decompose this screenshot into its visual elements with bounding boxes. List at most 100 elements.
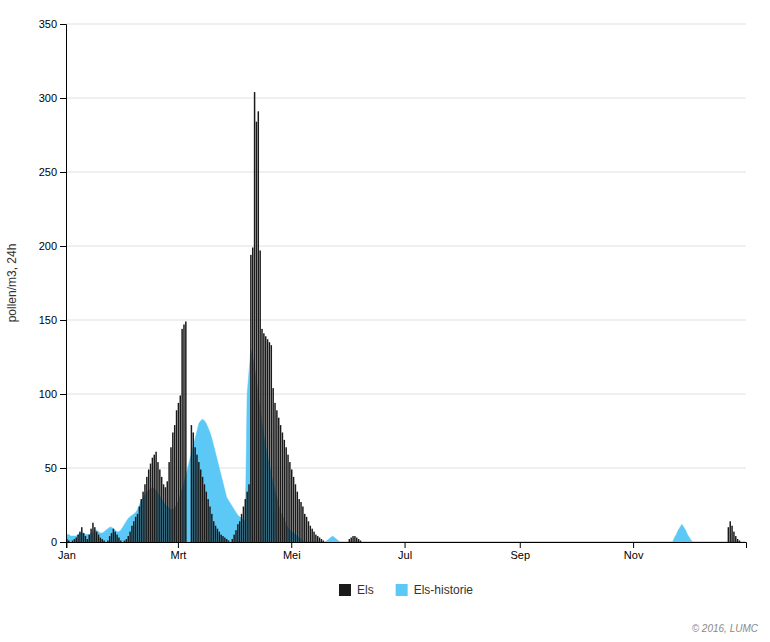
- bar: [376, 542, 377, 543]
- bar: [631, 542, 632, 543]
- bar: [650, 542, 651, 543]
- bar: [337, 542, 338, 543]
- bar: [466, 542, 467, 543]
- tick: Jan: [58, 542, 76, 561]
- bar: [319, 538, 320, 542]
- bar: [375, 542, 376, 543]
- tick-mark: [60, 542, 66, 543]
- bar: [542, 542, 543, 543]
- bar: [165, 487, 166, 542]
- bar: [503, 542, 504, 543]
- tick-label: 350: [39, 18, 57, 30]
- bar: [306, 517, 307, 542]
- tick-label: 200: [39, 240, 57, 252]
- bar: [161, 477, 162, 542]
- bar: [167, 481, 168, 542]
- bar: [412, 542, 413, 543]
- bar: [432, 542, 433, 543]
- tick-label: 100: [39, 388, 57, 400]
- chart: 050100150200250300350JanMrtMeiJulSepNovp…: [0, 0, 770, 642]
- bar: [518, 542, 519, 543]
- bar: [421, 542, 422, 543]
- bar: [347, 542, 348, 543]
- bar: [529, 542, 530, 543]
- bar: [193, 432, 194, 542]
- bar: [646, 542, 647, 543]
- bar: [534, 542, 535, 543]
- bar: [618, 542, 619, 543]
- bar: [655, 542, 656, 543]
- bar: [715, 542, 716, 543]
- bar: [629, 542, 630, 543]
- bar: [88, 535, 89, 542]
- bar: [709, 542, 710, 543]
- bar: [525, 542, 526, 543]
- bar: [321, 539, 322, 542]
- bar: [87, 539, 88, 542]
- bar: [508, 542, 509, 543]
- bar: [287, 455, 288, 542]
- bar: [207, 499, 208, 542]
- bar: [620, 542, 621, 543]
- bar: [356, 538, 357, 542]
- bar: [185, 321, 186, 542]
- bar: [285, 447, 286, 542]
- bar: [520, 542, 521, 543]
- tick-mark: [60, 98, 66, 99]
- bar: [397, 542, 398, 543]
- tick: 100: [39, 388, 66, 400]
- bar: [661, 542, 662, 543]
- bar: [733, 532, 734, 542]
- tick-mark: [633, 542, 634, 548]
- bar: [707, 542, 708, 543]
- bar: [334, 542, 335, 543]
- bar: [217, 529, 218, 542]
- bar: [404, 542, 405, 543]
- bar: [438, 542, 439, 543]
- bar: [79, 532, 80, 542]
- bar: [209, 506, 210, 542]
- bar: [471, 542, 472, 543]
- bar: [479, 542, 480, 543]
- bar: [74, 539, 75, 542]
- bar: [183, 324, 184, 542]
- bar: [683, 542, 684, 543]
- bar: [226, 539, 227, 542]
- bar: [399, 542, 400, 543]
- axis-line: [67, 543, 747, 549]
- tick-label: Jan: [58, 549, 76, 561]
- bar: [293, 477, 294, 542]
- bar: [107, 541, 108, 542]
- bar: [627, 542, 628, 543]
- bar: [481, 542, 482, 543]
- bar: [96, 532, 97, 542]
- bar: [449, 542, 450, 543]
- bar: [204, 484, 205, 542]
- bar: [482, 542, 483, 543]
- bar: [367, 542, 368, 543]
- tick-label: 150: [39, 314, 57, 326]
- bar: [256, 122, 257, 542]
- tick-mark: [405, 542, 406, 548]
- bar: [360, 541, 361, 542]
- bar: [206, 492, 207, 542]
- bar: [475, 542, 476, 543]
- bar: [174, 425, 175, 542]
- bar: [484, 542, 485, 543]
- bar: [187, 542, 188, 543]
- bar: [168, 462, 169, 542]
- bar: [113, 529, 114, 542]
- bar: [259, 250, 260, 542]
- bar: [339, 542, 340, 543]
- bar: [362, 542, 363, 543]
- bar: [297, 492, 298, 542]
- bar: [583, 542, 584, 543]
- bar: [189, 542, 190, 543]
- bar: [739, 541, 740, 542]
- bar: [328, 542, 329, 543]
- tick-label: Mrt: [170, 549, 186, 561]
- bar: [111, 533, 112, 542]
- bar: [298, 499, 299, 542]
- bar: [553, 542, 554, 543]
- bar: [269, 342, 270, 542]
